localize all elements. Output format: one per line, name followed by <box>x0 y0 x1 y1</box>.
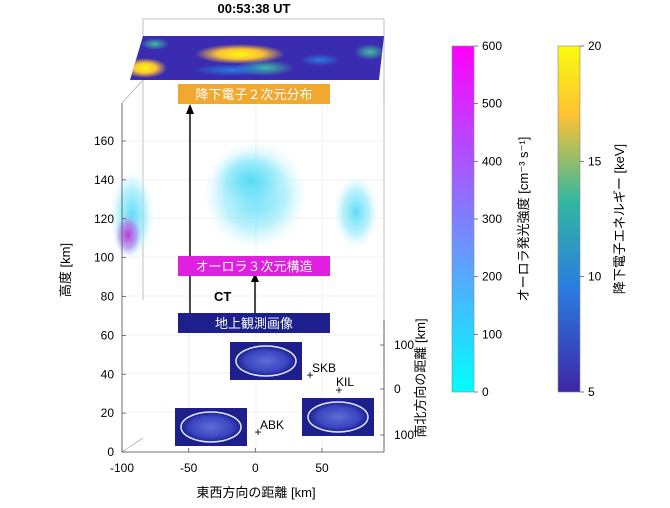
z-axis-ticks: 0 20 40 60 80 100 120 140 160 <box>94 134 126 459</box>
electron-distribution-map <box>130 36 384 80</box>
label-electron-2d-text: 降下電子２次元分布 <box>195 87 312 102</box>
label-ground-imaging: 地上観測画像 <box>178 313 330 333</box>
z-tick-label: 40 <box>101 367 115 381</box>
x-tick-label: -50 <box>180 461 198 475</box>
colorbar-energy-ticks: 20 15 10 5 <box>580 39 602 399</box>
ground-image-skb <box>230 342 302 380</box>
colorbar-tick-label: 200 <box>482 270 502 284</box>
ground-image-abk <box>175 408 247 446</box>
z-tick-label: 140 <box>94 173 114 187</box>
label-aurora-3d-text: オーロラ３次元構造 <box>195 259 312 274</box>
station-abk-marker: + <box>254 425 261 439</box>
colorbar-tick-label: 300 <box>482 212 502 226</box>
colorbar-aurora-gradient <box>451 45 475 393</box>
x-axis-label: 東西方向の距離 [km] <box>196 485 315 500</box>
y-tick-label: 100 <box>394 338 414 352</box>
y-tick-label: 100 <box>394 428 414 442</box>
aurora-volume <box>110 140 378 260</box>
colorbar-aurora: 600 500 400 300 200 100 0 オーロラ発光強度 [cm⁻³ s⁻¹] <box>451 39 531 399</box>
colorbar-tick-label: 20 <box>588 39 602 53</box>
z-tick-label: 80 <box>101 290 115 304</box>
y-axis-label: 南北方向の距離 [km] <box>413 318 428 437</box>
colorbar-tick-label: 600 <box>482 39 502 53</box>
z-tick-label: 100 <box>94 251 114 265</box>
y-tick-label: 0 <box>394 382 401 396</box>
station-kil: + KIL <box>335 375 354 397</box>
colorbar-energy: 20 15 10 5 降下電子エネルギー [keV] <box>557 39 627 399</box>
label-ct: CT <box>214 289 231 304</box>
colorbar-aurora-label: オーロラ発光強度 [cm⁻³ s⁻¹] <box>516 137 531 302</box>
colorbar-tick-label: 0 <box>482 385 489 399</box>
station-abk-label: ABK <box>260 418 284 432</box>
colorbar-energy-gradient <box>557 45 581 393</box>
label-aurora-3d: オーロラ３次元構造 <box>178 256 330 276</box>
label-ground-imaging-text: 地上観測画像 <box>215 316 293 331</box>
x-tick-label: -100 <box>110 461 134 475</box>
z-tick-label: 0 <box>107 445 114 459</box>
x-tick-label: 0 <box>252 461 259 475</box>
colorbar-tick-label: 10 <box>588 270 602 284</box>
z-tick-label: 20 <box>101 406 115 420</box>
ct-arrows <box>186 104 259 318</box>
station-skb-marker: + <box>306 368 313 382</box>
x-axis-ticks: -100 -50 0 50 <box>110 448 329 475</box>
label-electron-2d: 降下電子２次元分布 <box>178 84 330 104</box>
colorbar-tick-label: 400 <box>482 154 502 168</box>
colorbar-tick-label: 100 <box>482 327 502 341</box>
chart-title: 00:53:38 UT <box>218 1 291 16</box>
x-tick-label: 50 <box>315 461 329 475</box>
colorbar-tick-label: 15 <box>588 154 602 168</box>
y-axis-ticks: 100 0 100 <box>380 338 414 442</box>
z-axis-label: 高度 [km] <box>58 243 73 297</box>
colorbar-tick-label: 5 <box>588 385 595 399</box>
z-tick-label: 60 <box>101 328 115 342</box>
z-tick-label: 120 <box>94 212 114 226</box>
label-ct-text: CT <box>214 289 231 304</box>
z-tick-label: 160 <box>94 134 114 148</box>
ground-image-kil <box>302 398 374 436</box>
colorbar-energy-label: 降下電子エネルギー [keV] <box>612 144 627 294</box>
station-skb-label: SKB <box>312 361 336 375</box>
station-kil-label: KIL <box>336 375 354 389</box>
colorbar-aurora-ticks: 600 500 400 300 200 100 0 <box>474 39 502 399</box>
colorbar-tick-label: 500 <box>482 97 502 111</box>
station-abk: + ABK <box>254 418 284 439</box>
station-kil-marker: + <box>335 383 342 397</box>
station-skb: + SKB <box>306 361 336 382</box>
